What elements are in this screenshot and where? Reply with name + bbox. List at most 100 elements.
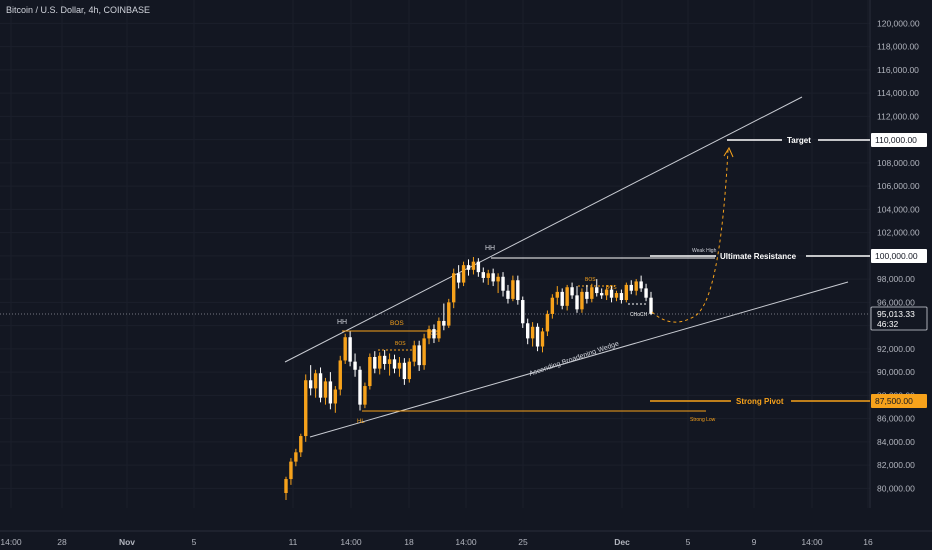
target-label: Target [787,136,811,145]
candle-body [373,356,377,369]
price-tick-label: 120,000.00 [877,18,920,28]
candle-body [417,345,421,366]
candle-body [289,461,293,480]
candle-body [318,373,323,398]
price-scale[interactable]: 120,000.00 118,000.00 116,000.00 114,000.00… [869,0,920,550]
candle [496,273,500,294]
candle-body [644,288,648,298]
candle [511,275,515,302]
time-tick-label: 14:00 [455,537,477,547]
candle [299,433,303,457]
candle-body [427,329,431,339]
candle [417,340,421,371]
candle-body [328,381,333,404]
wedge-upper-trendline[interactable] [284,96,803,363]
pivot-label: Strong Pivot [736,397,784,406]
time-tick-label: 5 [192,537,197,547]
candle [535,323,540,352]
candle-body [521,300,525,324]
candle [471,257,476,275]
candle-body [294,452,298,462]
candle-body [338,360,342,390]
candle [437,317,441,342]
candle-body [348,337,352,362]
time-tick-label: 11 [289,537,298,547]
candle [363,382,367,409]
candle [649,291,653,316]
price-tick-label: 114,000.00 [877,88,919,98]
candle [397,356,402,377]
candle [491,268,495,287]
candle [338,355,342,396]
candle-body [323,381,328,398]
candle-body [649,297,653,314]
candle-body [308,380,313,389]
candle [392,354,397,374]
candle-body [629,284,633,291]
time-tick-label: 16 [863,537,873,547]
candle-body [476,261,481,273]
projection-arrow [723,146,734,158]
candle-body [535,326,540,347]
candle [318,367,323,403]
candle [521,296,525,328]
candle [516,275,520,305]
candle [486,269,490,285]
time-tick-label: 14:00 [340,537,362,547]
price-tick-label: 108,000.00 [877,158,920,168]
candle-body [575,295,579,310]
candle-body [614,293,619,298]
candle [402,358,407,385]
candle-body [619,293,624,301]
candle-body [397,362,402,369]
time-tick-label: 25 [518,537,528,547]
candle-body [437,320,441,339]
price-tick-label: 106,000.00 [877,181,920,191]
chart-grid [0,0,870,508]
candle-body [456,273,461,283]
price-tick-label: 98,000.00 [877,274,915,284]
candle-body [525,323,530,339]
price-tick-label: 80,000.00 [877,483,915,493]
candle-body [284,479,288,493]
bos-label-2: BOS [395,341,406,347]
candle [313,369,318,398]
candle [595,279,599,297]
candle [382,350,387,370]
pivot-price-text: 87,500.00 [875,396,913,406]
strong-low-label: Strong Low [690,417,716,423]
candle-countdown: 46:32 [877,319,899,329]
candle [412,340,416,367]
candle-body [333,389,338,404]
target-price-text: 110,000.00 [875,135,917,145]
candle-body [639,281,643,289]
candle [506,284,510,304]
candle [432,324,436,344]
time-tick-label: 28 [57,537,67,547]
pivot-price-tag [871,394,927,408]
current-price-text: 95,013.33 [877,309,915,319]
price-tick-label: 84,000.00 [877,437,915,447]
choch-label: CHoCH [630,312,648,318]
candle-body [299,436,303,453]
current-price-tag [870,306,928,331]
candle-body [590,287,594,299]
candle [570,282,574,299]
time-scale[interactable]: 14:00 28 Nov 5 11 14:00 18 14:00 25 Dec 5 9 14:00 16 [0,508,932,550]
chart-title: Bitcoin / U.S. Dollar, 4h, COINBASE [6,5,151,15]
candle-body [353,361,357,370]
candle [550,294,555,319]
candle-body [432,329,436,339]
candle-body [313,373,318,389]
price-tick-label: 118,000.00 [877,42,919,52]
candle [619,289,624,304]
candle [442,303,446,331]
candle [525,318,530,345]
candle [481,267,485,283]
resistance-label: Ultimate Resistance [720,252,797,261]
candle-body [471,261,476,270]
candle [378,352,382,375]
candle [308,365,313,396]
candle-body [461,265,466,283]
